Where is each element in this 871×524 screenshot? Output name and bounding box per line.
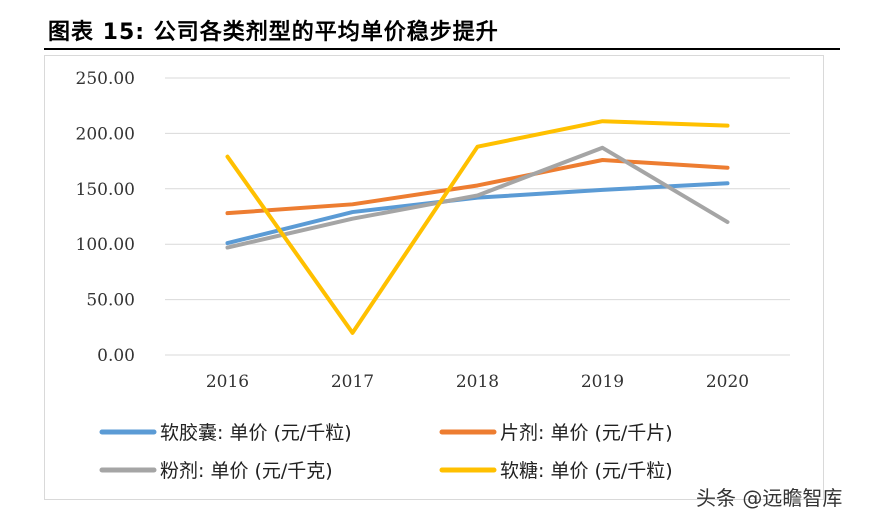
legend-label-4: 软糖: 单价 (元/千粒) xyxy=(500,460,673,482)
figure-title: 图表 15: 公司各类剂型的平均单价稳步提升 xyxy=(48,20,499,45)
legend-label-1: 软胶囊: 单价 (元/千粒) xyxy=(160,422,352,444)
grid-lines xyxy=(165,77,790,356)
x-tick-label: 2019 xyxy=(581,372,624,392)
chart-frame xyxy=(44,55,824,500)
series-line-4 xyxy=(225,119,730,335)
y-axis-ticks: 0.00 50.00 100.00 150.00 200.00 250.00 xyxy=(76,69,135,366)
y-tick-label: 100.00 xyxy=(76,235,135,255)
series-line-2 xyxy=(225,157,730,216)
x-tick-label: 2018 xyxy=(456,372,499,392)
y-tick-label: 0.00 xyxy=(97,346,135,366)
y-tick-label: 150.00 xyxy=(76,180,135,200)
x-axis-ticks: 2016 2017 2018 2019 2020 xyxy=(206,372,749,392)
legend-label-3: 粉剂: 单价 (元/千克) xyxy=(160,460,333,482)
y-tick-label: 250.00 xyxy=(76,69,135,89)
x-tick-label: 2017 xyxy=(331,372,374,392)
legend-label-2: 片剂: 单价 (元/千片) xyxy=(500,422,673,444)
series-lines xyxy=(225,119,730,335)
legend: 软胶囊: 单价 (元/千粒) 片剂: 单价 (元/千片) 粉剂: 单价 (元/千克)… xyxy=(99,422,673,482)
x-tick-label: 2016 xyxy=(206,372,249,392)
series-line-3 xyxy=(225,145,730,250)
watermark: 头条 @远瞻智库 xyxy=(696,486,843,510)
y-tick-label: 200.00 xyxy=(76,124,135,144)
y-tick-label: 50.00 xyxy=(86,291,135,311)
figure-header: 图表 15: 公司各类剂型的平均单价稳步提升 xyxy=(44,10,840,50)
x-tick-label: 2020 xyxy=(706,372,749,392)
series-line-1 xyxy=(225,181,730,246)
